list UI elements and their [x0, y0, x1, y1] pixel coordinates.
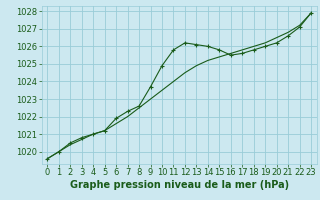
- X-axis label: Graphe pression niveau de la mer (hPa): Graphe pression niveau de la mer (hPa): [70, 180, 289, 190]
